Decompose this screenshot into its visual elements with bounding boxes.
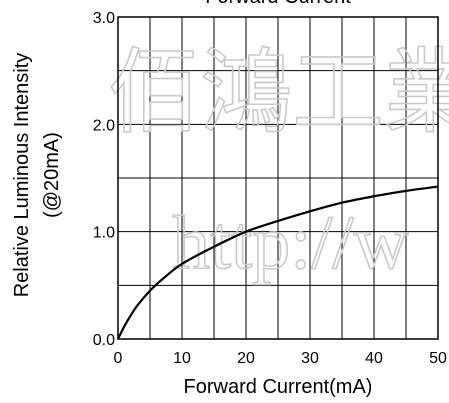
series-line xyxy=(117,185,439,340)
x-tick-label: 0 xyxy=(114,350,123,367)
x-tick-label: 30 xyxy=(301,350,319,367)
watermark: 佰鴻工業 http://w xyxy=(107,38,449,286)
plot-frame xyxy=(117,16,439,340)
watermark-company-name: 佰鴻工業 xyxy=(108,39,449,146)
watermark-url: http://w xyxy=(172,201,409,285)
y-axis-label-line-2: (@20mA) xyxy=(41,132,63,218)
x-tick-label: 40 xyxy=(365,350,383,367)
x-axis-label: Forward Current(mA) xyxy=(184,376,373,398)
y-tick-label: 2.0 xyxy=(93,117,115,134)
x-tick-label: 20 xyxy=(237,350,255,367)
x-tick-labels: 0 10 20 30 40 50 xyxy=(114,350,447,367)
x-tick-label: 10 xyxy=(173,350,191,367)
y-axis-label-line-1: Relative Luminous Intensity xyxy=(11,53,33,298)
y-axis-label: Relative Luminous Intensity (@20mA) xyxy=(11,53,63,298)
y-tick-label: 1.0 xyxy=(93,225,115,242)
x-tick-label: 50 xyxy=(429,350,447,367)
y-tick-label: 0.0 xyxy=(93,332,115,349)
y-tick-label: 3.0 xyxy=(93,10,115,27)
chart-title: Forward Current xyxy=(205,0,351,8)
y-tick-labels: 0.0 1.0 2.0 3.0 xyxy=(93,10,115,349)
grid xyxy=(118,17,438,339)
